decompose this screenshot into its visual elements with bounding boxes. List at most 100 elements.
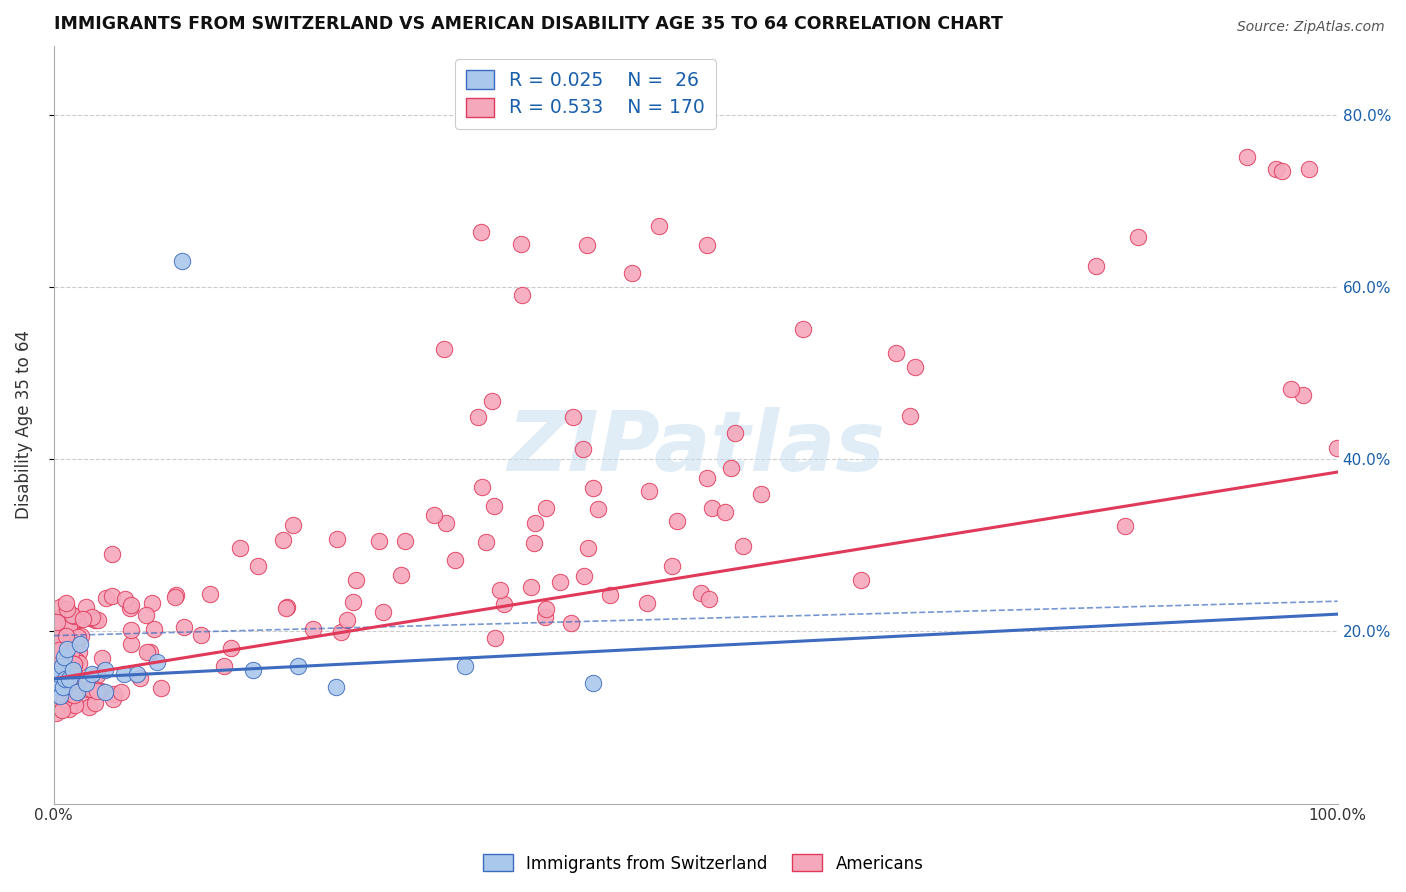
Point — [562, 409, 585, 424]
Point — [101, 548, 124, 562]
Point — [696, 471, 718, 485]
Point — [534, 610, 557, 624]
Point — [83, 696, 105, 710]
Point — [276, 599, 298, 614]
Point — [696, 237, 718, 252]
Point — [62, 625, 84, 640]
Point — [58, 614, 80, 628]
Point — [229, 541, 252, 555]
Legend: R = 0.025    N =  26, R = 0.533    N = 170: R = 0.025 N = 26, R = 0.533 N = 170 — [454, 59, 716, 128]
Point — [45, 691, 67, 706]
Point — [638, 483, 661, 498]
Point — [212, 659, 235, 673]
Point — [62, 680, 84, 694]
Point — [482, 499, 505, 513]
Point — [453, 658, 475, 673]
Point — [444, 553, 467, 567]
Point — [287, 658, 309, 673]
Point — [1114, 518, 1136, 533]
Point — [128, 671, 150, 685]
Point — [489, 583, 512, 598]
Point — [510, 288, 533, 302]
Point — [53, 676, 76, 690]
Point — [534, 602, 557, 616]
Point — [103, 687, 125, 701]
Point — [79, 611, 101, 625]
Point — [165, 590, 187, 604]
Point — [90, 683, 112, 698]
Point — [700, 501, 723, 516]
Point — [55, 672, 77, 686]
Point — [44, 630, 66, 644]
Point — [118, 600, 141, 615]
Point — [470, 225, 492, 239]
Point — [713, 505, 735, 519]
Point — [101, 590, 124, 604]
Point — [271, 533, 294, 548]
Point — [467, 410, 489, 425]
Point — [274, 600, 297, 615]
Point — [342, 595, 364, 609]
Point — [368, 534, 391, 549]
Point — [75, 676, 97, 690]
Point — [51, 619, 73, 633]
Point — [165, 589, 187, 603]
Point — [66, 612, 89, 626]
Point — [59, 646, 82, 660]
Point — [56, 601, 79, 615]
Point — [120, 598, 142, 612]
Point — [53, 650, 76, 665]
Point — [135, 607, 157, 622]
Point — [66, 630, 89, 644]
Point — [82, 681, 104, 695]
Point — [576, 541, 599, 556]
Point — [301, 622, 323, 636]
Point — [55, 629, 77, 643]
Point — [283, 517, 305, 532]
Point — [45, 615, 67, 629]
Point — [621, 266, 644, 280]
Point — [904, 359, 927, 374]
Point — [586, 502, 609, 516]
Point — [49, 599, 72, 614]
Point — [145, 655, 167, 669]
Point — [599, 588, 621, 602]
Point — [389, 568, 412, 582]
Point — [884, 346, 907, 360]
Point — [150, 681, 173, 695]
Point — [433, 342, 456, 356]
Point — [724, 425, 747, 440]
Point — [63, 667, 86, 681]
Point — [330, 624, 353, 639]
Point — [475, 535, 498, 549]
Point — [48, 628, 70, 642]
Point — [75, 600, 97, 615]
Point — [344, 574, 367, 588]
Point — [63, 688, 86, 702]
Point — [69, 637, 91, 651]
Point — [46, 676, 69, 690]
Point — [46, 650, 69, 665]
Point — [792, 321, 814, 335]
Point — [661, 559, 683, 574]
Point — [524, 516, 547, 531]
Point — [484, 631, 506, 645]
Point — [665, 514, 688, 528]
Point — [53, 681, 76, 695]
Point — [94, 591, 117, 606]
Text: ZIPatlas: ZIPatlas — [506, 407, 884, 488]
Point — [1085, 259, 1108, 273]
Point — [749, 487, 772, 501]
Point — [58, 646, 80, 660]
Point — [1271, 163, 1294, 178]
Point — [53, 693, 76, 707]
Point — [51, 657, 73, 671]
Point — [63, 658, 86, 673]
Point — [58, 702, 80, 716]
Point — [373, 605, 395, 619]
Point — [49, 689, 72, 703]
Point — [72, 695, 94, 709]
Point — [79, 700, 101, 714]
Point — [56, 642, 79, 657]
Point — [636, 595, 658, 609]
